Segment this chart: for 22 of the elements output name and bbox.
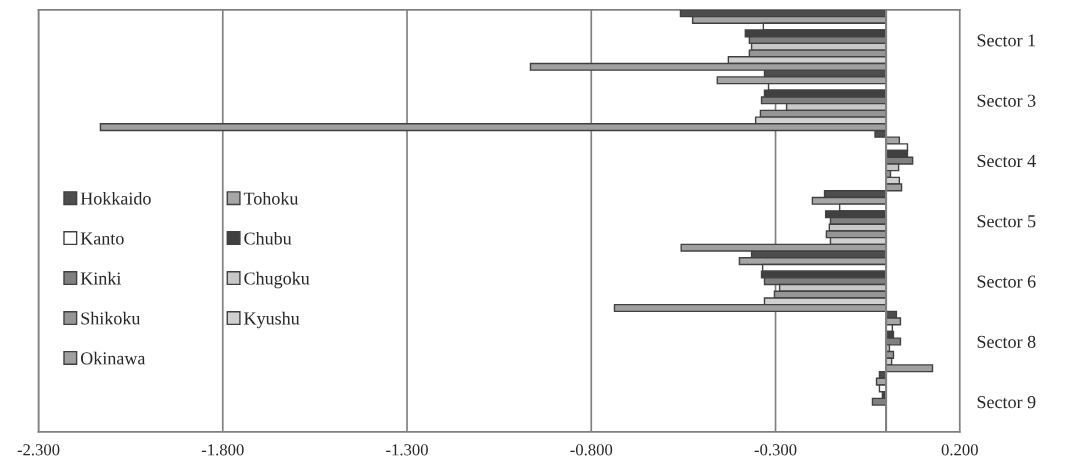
legend-label: Kyushu (244, 311, 300, 329)
legend-label: Okinawa (80, 351, 146, 365)
x-tick-label: -1.300 (386, 444, 428, 456)
legend-label: Kinki (80, 271, 122, 285)
legend-label: Kanto (80, 232, 124, 245)
y-tick-label: Sector 1 (977, 34, 1036, 47)
legend-label: Chugoku (244, 271, 310, 289)
x-tick-label: -1.800 (201, 444, 244, 456)
y-tick-label: Sector 9 (977, 396, 1036, 409)
y-tick-label: Sector 6 (977, 275, 1036, 288)
legend-label: Hokkaido (80, 191, 151, 205)
x-tick-label: 0.200 (941, 444, 978, 456)
y-tick-label: Sector 8 (977, 335, 1036, 348)
x-tick-label: -0.800 (570, 444, 613, 456)
legend-label: Chubu (244, 231, 292, 245)
y-tick-label: Sector 3 (977, 94, 1036, 107)
legend-label: Tohoku (243, 191, 299, 205)
y-tick-label: Sector 4 (977, 154, 1036, 168)
x-tick-label: -0.300 (754, 444, 797, 456)
x-tick-label: -2.300 (17, 444, 60, 456)
legend-label: Shikoku (81, 311, 141, 325)
y-tick-label: Sector 5 (977, 215, 1036, 228)
